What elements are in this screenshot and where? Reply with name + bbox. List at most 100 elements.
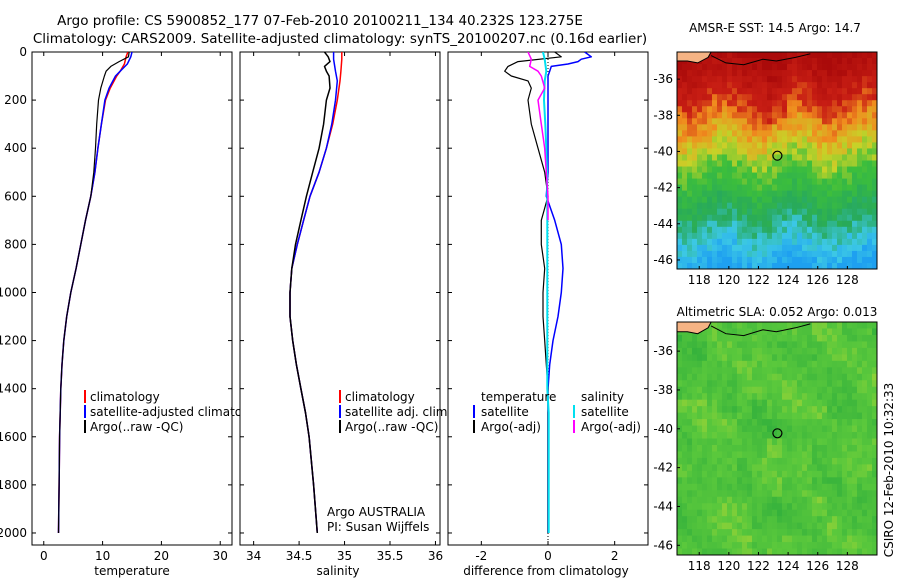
- heatmap-cell: [732, 347, 738, 355]
- heatmap-cell: [837, 220, 843, 228]
- heatmap-cell: [782, 82, 788, 89]
- heatmap-cell: [872, 496, 878, 504]
- heatmap-cell: [762, 118, 768, 125]
- heatmap-cell: [842, 548, 848, 556]
- heatmap-cell: [827, 130, 833, 137]
- heatmap-cell: [807, 184, 813, 192]
- heatmap-cell: [857, 522, 863, 530]
- heatmap-cell: [677, 118, 683, 125]
- heatmap-cell: [697, 148, 703, 155]
- heatmap-cell: [742, 130, 748, 137]
- heatmap-cell: [862, 106, 868, 113]
- heatmap-cell: [862, 64, 868, 71]
- heatmap-cell: [787, 76, 793, 83]
- heatmap-cell: [797, 322, 803, 329]
- heatmap-cell: [872, 444, 878, 452]
- heatmap-cell: [772, 142, 778, 149]
- heatmap-cell: [842, 214, 848, 222]
- heatmap-cell: [682, 451, 688, 459]
- heatmap-cell: [737, 522, 743, 530]
- heatmap-cell: [862, 232, 868, 240]
- heatmap-cell: [867, 425, 873, 433]
- heatmap-cell: [727, 542, 733, 549]
- heatmap-cell: [802, 172, 808, 179]
- heatmap-cell: [847, 393, 853, 401]
- heatmap-cell: [752, 522, 758, 530]
- heatmap-cell: [712, 88, 718, 95]
- heatmap-cell: [802, 256, 808, 264]
- heatmap-cell: [687, 406, 693, 414]
- heatmap-cell: [787, 142, 793, 149]
- heatmap-cell: [817, 220, 823, 228]
- heatmap-cell: [822, 354, 828, 362]
- heatmap-cell: [692, 226, 698, 234]
- heatmap-cell: [807, 154, 813, 161]
- heatmap-cell: [862, 130, 868, 137]
- heatmap-cell: [827, 367, 833, 375]
- heatmap-cell: [802, 542, 808, 549]
- heatmap-cell: [787, 160, 793, 167]
- heatmap-cell: [847, 190, 853, 198]
- heatmap-cell: [782, 76, 788, 83]
- heatmap-cell: [757, 457, 763, 465]
- heatmap-cell: [702, 244, 708, 252]
- heatmap-cell: [717, 457, 723, 465]
- heatmap-cell: [852, 196, 858, 204]
- heatmap-cell: [797, 419, 803, 426]
- heatmap-cell: [847, 444, 853, 452]
- heatmap-cell: [712, 112, 718, 119]
- heatmap-cell: [867, 535, 873, 543]
- heatmap-cell: [812, 386, 818, 394]
- heatmap-cell: [837, 535, 843, 543]
- heatmap-cell: [847, 522, 853, 530]
- heatmap-cell: [717, 136, 723, 143]
- heatmap-cell: [707, 328, 713, 336]
- heatmap-cell: [787, 341, 793, 349]
- heatmap-cell: [697, 220, 703, 228]
- heatmap-cell: [872, 160, 878, 167]
- heatmap-cell: [737, 503, 743, 511]
- heatmap-cell: [762, 483, 768, 491]
- heatmap-cell: [857, 483, 863, 491]
- heatmap-cell: [837, 142, 843, 149]
- heatmap-cell: [762, 226, 768, 234]
- heatmap-cell: [862, 470, 868, 478]
- heatmap-cell: [812, 347, 818, 355]
- heatmap-cell: [822, 419, 828, 426]
- heatmap-cell: [842, 52, 848, 59]
- heatmap-cell: [707, 542, 713, 549]
- heatmap-cell: [832, 88, 838, 95]
- heatmap-cell: [812, 70, 818, 77]
- heatmap-cell: [732, 367, 738, 375]
- heatmap-cell: [752, 64, 758, 71]
- heatmap-cell: [727, 496, 733, 504]
- heatmap-cell: [692, 516, 698, 524]
- heatmap-cell: [752, 412, 758, 420]
- heatmap-cell: [812, 483, 818, 491]
- heatmap-cell: [712, 412, 718, 420]
- heatmap-cell: [747, 118, 753, 125]
- heatmap-cell: [697, 202, 703, 210]
- heatmap-cell: [707, 82, 713, 89]
- heatmap-cell: [697, 208, 703, 216]
- heatmap-cell: [737, 142, 743, 149]
- heatmap-cell: [712, 334, 718, 342]
- heatmap-cell: [867, 190, 873, 198]
- heatmap-cell: [837, 58, 843, 65]
- heatmap-cell: [802, 496, 808, 504]
- heatmap-cell: [692, 334, 698, 342]
- heatmap-cell: [797, 367, 803, 375]
- heatmap-cell: [727, 477, 733, 485]
- heatmap-cell: [742, 142, 748, 149]
- heatmap-cell: [702, 542, 708, 549]
- heatmap-cell: [792, 393, 798, 401]
- heatmap-cell: [792, 226, 798, 234]
- heatmap-cell: [682, 380, 688, 388]
- heatmap-cell: [837, 516, 843, 524]
- heatmap-cell: [707, 130, 713, 137]
- heatmap-cell: [842, 412, 848, 420]
- heatmap-cell: [697, 82, 703, 89]
- heatmap-cell: [847, 58, 853, 65]
- heatmap-cell: [852, 432, 858, 439]
- heatmap-cell: [807, 160, 813, 167]
